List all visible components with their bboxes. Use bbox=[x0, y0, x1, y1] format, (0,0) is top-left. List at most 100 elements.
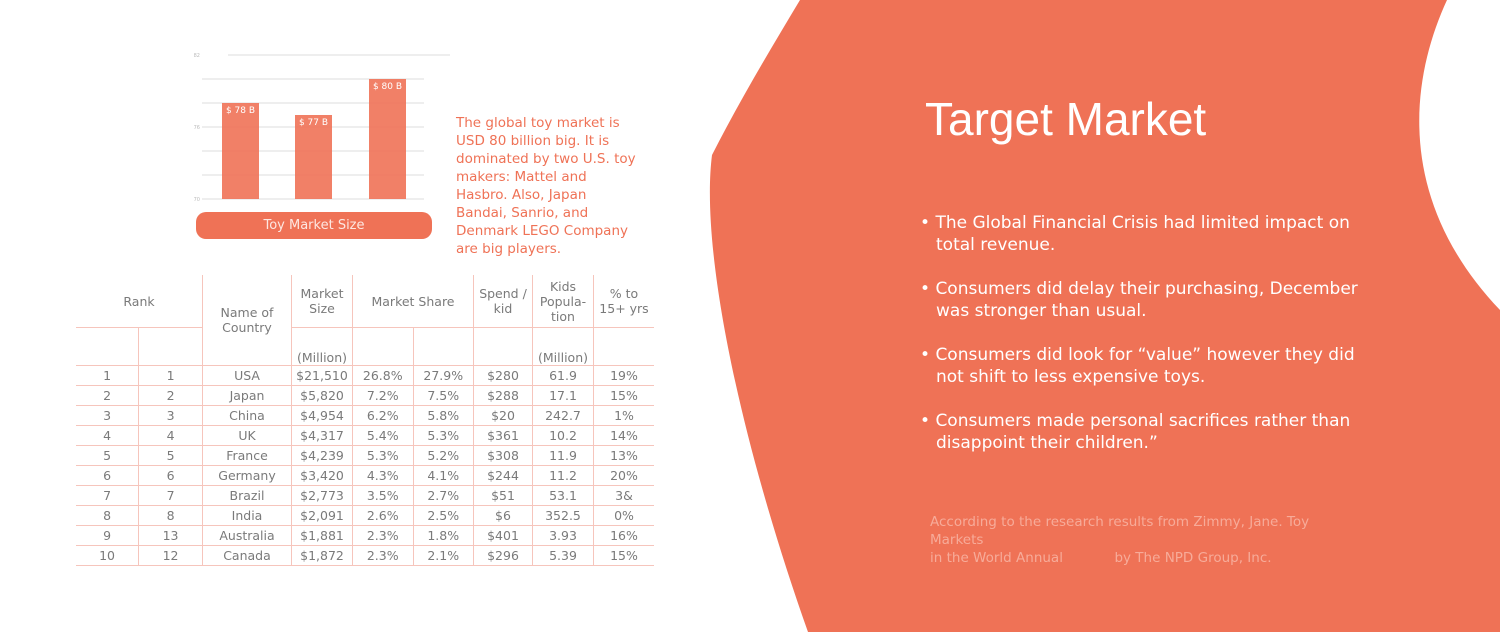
table-cell: $296 bbox=[473, 545, 533, 566]
table-row: 10 12 Canada $1,872 2.3% 2.1% $296 5.39 15% bbox=[76, 545, 654, 566]
table-cell: 5.3% bbox=[352, 445, 413, 466]
table-cell: Germany bbox=[202, 465, 292, 486]
table-cell: 2 bbox=[138, 385, 203, 406]
table-cell: 0% bbox=[593, 505, 654, 526]
table-cell: 2.6% bbox=[352, 505, 413, 526]
table-cell: 6 bbox=[76, 465, 139, 486]
header-kids-population: Kids Popula- tion bbox=[532, 275, 594, 328]
table-row: 3 3 China $4,954 6.2% 5.8% $20 242.7 1% bbox=[76, 405, 654, 426]
table-cell: $51 bbox=[473, 485, 533, 506]
source-note: According to the research results from Z… bbox=[930, 513, 1310, 567]
table-cell: 2.3% bbox=[352, 525, 413, 546]
table-cell: China bbox=[202, 405, 292, 426]
table-cell: $21,510 bbox=[291, 365, 353, 386]
table-row: 4 4 UK $4,317 5.4% 5.3% $361 10.2 14% bbox=[76, 425, 654, 446]
table-cell: 20% bbox=[593, 465, 654, 486]
table-row: 2 2 Japan $5,820 7.2% 7.5% $288 17.1 15% bbox=[76, 385, 654, 406]
kids-unit: (Million) bbox=[532, 327, 594, 366]
table-cell: 2.7% bbox=[412, 485, 474, 506]
market-description: The global toy market is USD 80 billion … bbox=[456, 115, 636, 257]
table-cell: 19% bbox=[593, 365, 654, 386]
source-line: According to the research results from Z… bbox=[930, 514, 1310, 548]
slide-title: Target Market bbox=[925, 93, 1207, 145]
table-cell: $20 bbox=[473, 405, 533, 426]
table-cell: 5.3% bbox=[412, 425, 474, 446]
table-cell: 5.2% bbox=[412, 445, 474, 466]
table-cell: 3 bbox=[76, 405, 139, 426]
table-cell: 5.8% bbox=[412, 405, 474, 426]
table-cell: 2.5% bbox=[412, 505, 474, 526]
table-cell: Brazil bbox=[202, 485, 292, 506]
table-cell: 352.5 bbox=[532, 505, 594, 526]
table-cell: 7.5% bbox=[412, 385, 474, 406]
table-cell: 11.2 bbox=[532, 465, 594, 486]
table-cell: 242.7 bbox=[532, 405, 594, 426]
table-cell: 7 bbox=[76, 485, 139, 506]
table-cell: $4,317 bbox=[291, 425, 353, 446]
table-cell: $361 bbox=[473, 425, 533, 446]
table-cell: 2 bbox=[76, 385, 139, 406]
table-cell: 3 bbox=[138, 405, 203, 426]
table-row: 1 1 USA $21,510 26.8% 27.9% $280 61.9 19% bbox=[76, 365, 654, 386]
table-cell: 5 bbox=[138, 445, 203, 466]
header-market-share: Market Share bbox=[352, 275, 474, 328]
table-cell: 15% bbox=[593, 385, 654, 406]
bullet-item: • The Global Financial Crisis had limite… bbox=[920, 213, 1350, 255]
bullet-item: • Consumers did look for “value” however… bbox=[920, 345, 1355, 387]
market-size-unit: (Million) bbox=[291, 327, 353, 366]
table-cell: India bbox=[202, 505, 292, 526]
table-cell: $4,239 bbox=[291, 445, 353, 466]
table-cell: $2,091 bbox=[291, 505, 353, 526]
table-cell: $6 bbox=[473, 505, 533, 526]
table-cell: $401 bbox=[473, 525, 533, 546]
table-row: 5 5 France $4,239 5.3% 5.2% $308 11.9 13% bbox=[76, 445, 654, 466]
table-cell: 10.2 bbox=[532, 425, 594, 446]
bar bbox=[369, 79, 406, 199]
table-cell: 5 bbox=[76, 445, 139, 466]
toy-market-chart: 70 76 82 $ 78 B $ 77 B $ 80 B bbox=[194, 53, 450, 203]
table-cell: 6 bbox=[138, 465, 203, 486]
table-row: 8 8 India $2,091 2.6% 2.5% $6 352.5 0% bbox=[76, 505, 654, 526]
table-cell: 13% bbox=[593, 445, 654, 466]
bar-data-label: $ 78 B bbox=[226, 106, 255, 116]
table-cell: 10 bbox=[76, 545, 139, 566]
table-cell: 6.2% bbox=[352, 405, 413, 426]
table-cell: 16% bbox=[593, 525, 654, 546]
table-cell: $2,773 bbox=[291, 485, 353, 506]
table-cell: 13 bbox=[138, 525, 203, 546]
table-cell: 3& bbox=[593, 485, 654, 506]
table-cell: USA bbox=[202, 365, 292, 386]
table-cell: 4.3% bbox=[352, 465, 413, 486]
header-country: Name of Country bbox=[202, 275, 292, 366]
table-cell: 17.1 bbox=[532, 385, 594, 406]
table-row: 7 7 Brazil $2,773 3.5% 2.7% $51 53.1 3& bbox=[76, 485, 654, 506]
header-pct: % to 15+ yrs bbox=[593, 275, 654, 328]
source-line: in the World Annual by The NPD Group, In… bbox=[930, 550, 1272, 566]
table-cell: $3,420 bbox=[291, 465, 353, 486]
country-table: Rank Name of Country Market Size Market … bbox=[76, 275, 654, 566]
table-cell: 7 bbox=[138, 485, 203, 506]
table-cell: Australia bbox=[202, 525, 292, 546]
table-cell: 2.3% bbox=[352, 545, 413, 566]
bar bbox=[295, 115, 332, 199]
table-cell: 15% bbox=[593, 545, 654, 566]
table-cell: 8 bbox=[138, 505, 203, 526]
table-cell: UK bbox=[202, 425, 292, 446]
table-cell: 14% bbox=[593, 425, 654, 446]
table-cell: Canada bbox=[202, 545, 292, 566]
table-cell: $280 bbox=[473, 365, 533, 386]
table-cell: 12 bbox=[138, 545, 203, 566]
y-tick-label: 76 bbox=[194, 125, 200, 131]
table-cell: 2.1% bbox=[412, 545, 474, 566]
bullet-list: • The Global Financial Crisis had limite… bbox=[918, 212, 1368, 476]
table-cell: 5.4% bbox=[352, 425, 413, 446]
header-spend: Spend / kid bbox=[473, 275, 533, 328]
header-market-size: Market Size bbox=[291, 275, 353, 328]
table-cell: 5.39 bbox=[532, 545, 594, 566]
table-cell: 4 bbox=[138, 425, 203, 446]
table-cell: 1% bbox=[593, 405, 654, 426]
table-cell: 3.5% bbox=[352, 485, 413, 506]
table-cell: $5,820 bbox=[291, 385, 353, 406]
table-cell: $1,872 bbox=[291, 545, 353, 566]
